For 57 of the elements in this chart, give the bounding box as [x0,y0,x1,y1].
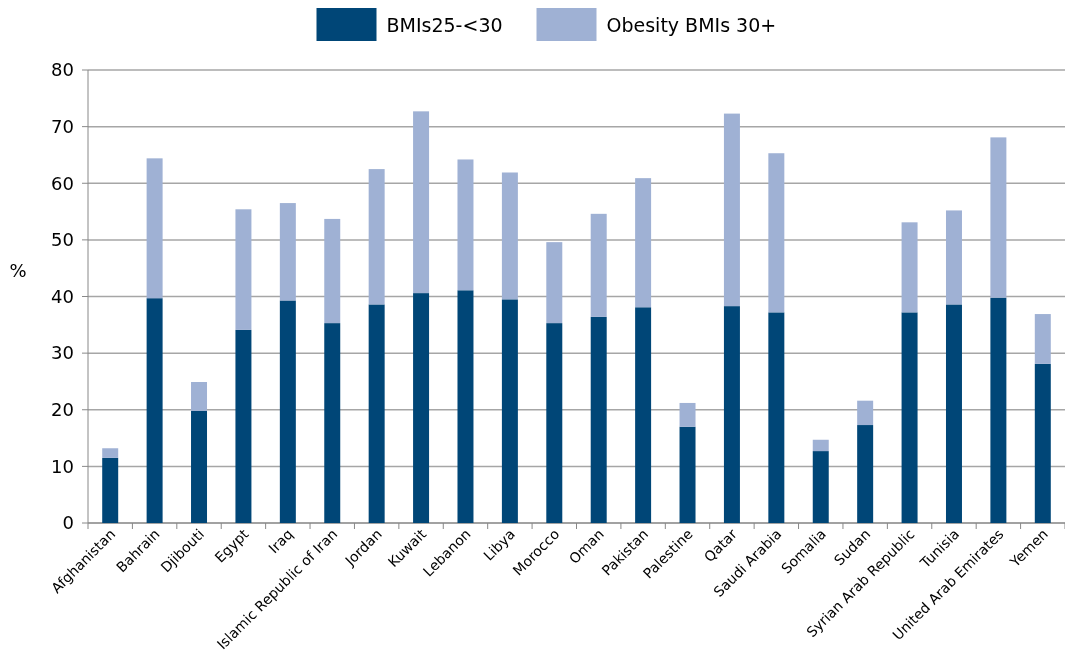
bar [324,323,341,523]
y-tick-label: 0 [62,512,74,534]
bar [590,316,607,523]
bar [679,402,696,427]
bar [279,300,296,523]
bar [368,304,385,523]
bar [590,213,607,317]
y-tick-label: 70 [51,115,74,137]
bar [990,137,1007,298]
bar [546,242,563,324]
bar [191,382,208,411]
y-tick-label: 60 [51,172,74,194]
bar [102,448,119,458]
bar [102,457,119,523]
bar [768,312,785,523]
bar [191,410,208,523]
bar [1034,363,1051,523]
bar [457,159,474,291]
bar [812,439,829,452]
bar [723,306,740,523]
bar [279,203,296,301]
x-tick-label: Iraq [265,525,296,557]
bar [1034,314,1051,364]
bar [901,312,918,523]
bar [679,426,696,523]
bar [857,400,874,426]
bar [235,329,252,523]
bar [635,178,652,308]
bar [812,451,829,523]
bar [457,290,474,523]
legend-label: BMIs25-<30 [386,14,503,36]
bar [901,222,918,313]
bar [546,323,563,523]
y-tick-label: 30 [51,342,74,364]
y-tick-label: 40 [51,285,74,307]
bar [501,172,518,300]
bar [413,293,430,523]
bar [235,209,252,330]
y-axis-title: % [9,259,27,281]
y-tick-label: 20 [51,399,74,421]
y-tick-label: 10 [51,455,74,477]
bar [413,111,430,294]
bar [635,307,652,523]
bar [324,218,341,324]
bar [945,304,962,523]
bar [146,298,163,523]
bar [368,169,385,305]
bar [768,153,785,313]
legend-label: Obesity BMIs 30+ [606,14,777,36]
bar [723,113,740,307]
bar [945,210,962,305]
bar [146,158,163,299]
bar [857,425,874,523]
bar [501,299,518,523]
y-tick-label: 80 [51,59,74,81]
bar [990,297,1007,523]
y-tick-label: 50 [51,229,74,251]
